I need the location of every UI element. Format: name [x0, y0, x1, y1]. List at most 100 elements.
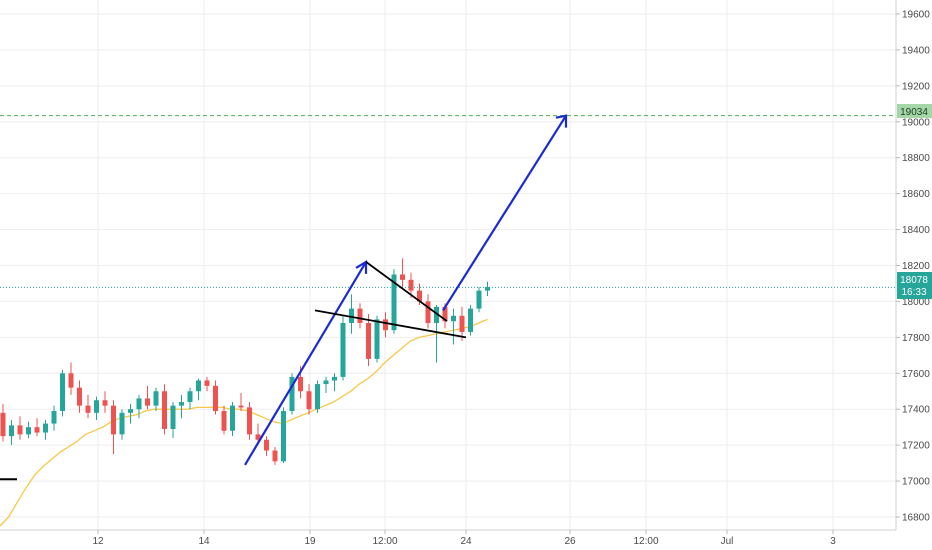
- candle: [153, 387, 159, 412]
- candle-body: [94, 400, 99, 413]
- target-price-label: 19034: [897, 104, 932, 118]
- candle: [366, 314, 371, 367]
- x-tick-label: 3: [830, 536, 836, 547]
- candle-body: [281, 411, 286, 462]
- price-axis[interactable]: 16800 17000 17200 17400 17600 17800 18000 18200…: [896, 10, 930, 524]
- grid: [0, 0, 896, 530]
- candle: [85, 394, 91, 419]
- candle-body: [187, 391, 193, 403]
- candle: [247, 402, 252, 440]
- candle-body: [17, 425, 23, 435]
- candle: [119, 409, 125, 440]
- candle-body: [417, 290, 422, 302]
- candle: [264, 436, 269, 456]
- candle: [170, 402, 176, 438]
- candle-body: [119, 412, 125, 435]
- candle-body: [383, 319, 388, 331]
- candle: [323, 376, 329, 394]
- candle-body: [298, 376, 303, 392]
- candle: [43, 419, 48, 440]
- candle-body: [323, 380, 329, 385]
- projection-arrow-line: [442, 115, 567, 311]
- candle-body: [306, 391, 312, 410]
- moving-average-line: [0, 318, 488, 527]
- candles: [0, 258, 490, 465]
- candle-body: [340, 322, 346, 377]
- candle: [357, 303, 363, 329]
- candle-body: [136, 398, 142, 410]
- x-tick-label: 12:00: [633, 536, 658, 547]
- candle: [485, 281, 490, 297]
- candle-body: [145, 398, 150, 406]
- y-tick-label: 19200: [902, 81, 930, 92]
- candle-body: [400, 274, 405, 280]
- y-tick-label: 17800: [902, 333, 930, 344]
- y-tick-label: 17200: [902, 441, 930, 452]
- candle: [408, 272, 414, 298]
- candle-body: [332, 376, 337, 381]
- candle: [136, 394, 142, 419]
- x-tick-label: 19: [304, 536, 316, 547]
- candle-body: [349, 308, 354, 323]
- candle: [272, 446, 278, 465]
- candle-body: [357, 308, 363, 323]
- candle: [102, 391, 108, 413]
- candle-body: [468, 308, 473, 332]
- y-tick-label: 17600: [902, 369, 930, 380]
- candle: [94, 396, 99, 420]
- candle: [26, 421, 31, 438]
- candle-body: [213, 385, 218, 412]
- candle-body: [77, 387, 82, 406]
- candle-body: [179, 402, 184, 406]
- y-tick-label: 19000: [902, 117, 930, 128]
- candle-countdown-text: 16:33: [901, 287, 926, 298]
- candle-body: [43, 423, 48, 433]
- candle-body: [51, 411, 57, 424]
- candle: [425, 294, 431, 329]
- candle: [451, 308, 456, 345]
- candle-body: [170, 405, 176, 429]
- flagpole-arrow-line: [244, 261, 367, 466]
- x-tick-label: 24: [460, 536, 472, 547]
- candle: [306, 384, 312, 415]
- candle-body: [230, 405, 235, 431]
- candle-body: [255, 434, 261, 440]
- candle-body: [153, 391, 159, 406]
- candle: [476, 287, 482, 313]
- candle: [145, 385, 150, 410]
- candle-body: [60, 373, 65, 412]
- candle: [332, 373, 337, 392]
- drawing-overlays: [0, 114, 896, 481]
- candle: [162, 384, 167, 435]
- moving-average-path: [0, 318, 488, 527]
- candle-body: [85, 405, 91, 413]
- x-tick-label: Jul: [721, 536, 734, 547]
- x-tick-label: 26: [564, 536, 576, 547]
- candle-body: [476, 290, 482, 309]
- candle-body: [315, 384, 320, 410]
- candle: [68, 362, 74, 395]
- candle: [0, 403, 6, 442]
- candle: [51, 405, 57, 431]
- projection-arrowhead: [555, 114, 568, 128]
- candle-body: [204, 380, 210, 386]
- candle: [315, 380, 320, 413]
- candle-body: [34, 427, 40, 433]
- current-price-label: 18078 16:33: [897, 272, 932, 299]
- candle: [349, 294, 354, 334]
- y-tick-label: 18600: [902, 189, 930, 200]
- time-axis[interactable]: 12 14 19 12:00 24 26 12:00 Jul 3: [92, 530, 836, 547]
- candle: [230, 402, 235, 437]
- candle-body: [272, 450, 278, 462]
- candle-body: [366, 322, 371, 359]
- candle-body: [264, 439, 269, 451]
- candle: [77, 380, 82, 413]
- candle: [196, 378, 201, 401]
- pennant-lower-line: [314, 309, 467, 339]
- y-tick-label: 17000: [902, 477, 930, 488]
- candle-body: [391, 274, 397, 331]
- candle: [374, 315, 380, 363]
- candle-body: [451, 315, 456, 322]
- y-tick-label: 18800: [902, 153, 930, 164]
